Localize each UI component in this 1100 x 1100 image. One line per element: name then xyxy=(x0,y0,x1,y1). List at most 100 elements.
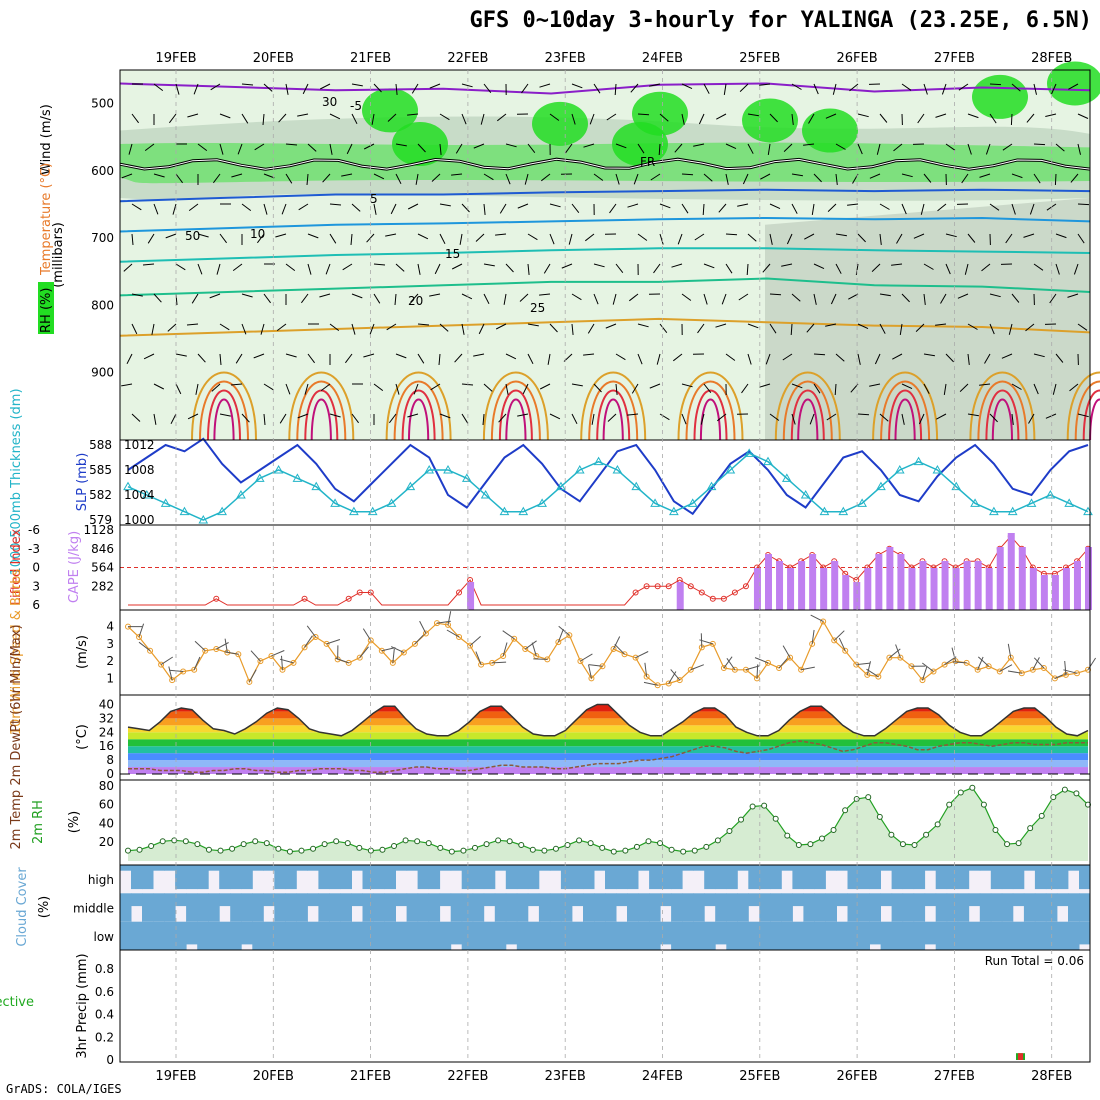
wind-barb xyxy=(210,83,221,91)
wind-barb xyxy=(172,203,177,215)
wind-barb-10m xyxy=(475,651,482,665)
thickness-marker xyxy=(932,464,943,474)
precip-convective-bar xyxy=(1018,1053,1023,1060)
wind-speed-marker xyxy=(191,666,198,673)
cloud-bar xyxy=(252,865,264,871)
rh-2m-marker xyxy=(379,846,386,853)
wind-speed-marker xyxy=(687,666,694,673)
wind-barb xyxy=(307,233,319,239)
wind-barb xyxy=(681,293,692,301)
rh-axis-label: RH (%) xyxy=(39,288,54,333)
wind-barb xyxy=(298,203,309,211)
wind-barb-10m xyxy=(699,639,713,645)
wind-barb xyxy=(739,83,749,92)
pressure-tick-label: 500 xyxy=(91,97,114,111)
isotherm-line xyxy=(119,188,1091,203)
wind-barb xyxy=(438,353,441,366)
wind-barb xyxy=(561,263,573,269)
cape-tick-label: 1128 xyxy=(83,523,114,537)
wind-barb xyxy=(319,83,331,90)
cloud-bar xyxy=(847,921,859,950)
rh-2m-marker xyxy=(240,841,247,848)
cape-bar xyxy=(798,561,806,610)
rh-2m-marker xyxy=(310,845,317,852)
cloud-bar xyxy=(197,865,209,890)
cloud-bar xyxy=(836,921,848,950)
wind-barb-10m xyxy=(531,642,537,657)
cloud-bar xyxy=(869,893,881,922)
wind-speed-marker xyxy=(356,654,363,661)
cloud-bar xyxy=(594,865,606,871)
cloud-bar xyxy=(990,865,1003,890)
cloud-bar xyxy=(131,865,143,890)
wind-barb xyxy=(879,413,889,422)
wind-barb-10m xyxy=(558,625,570,636)
cloud-bar xyxy=(616,865,628,890)
wind-barb xyxy=(769,293,782,296)
wind-barb xyxy=(587,323,595,334)
wind-barb xyxy=(1011,413,1014,425)
cape-bar xyxy=(1085,547,1092,610)
cloud-bar xyxy=(208,893,220,922)
wind-barb-10m xyxy=(281,655,283,670)
rh-2m-marker xyxy=(552,845,559,852)
thickness-marker xyxy=(499,506,510,516)
rh-2m-marker xyxy=(564,842,571,849)
wind-barb xyxy=(197,263,203,275)
wind-barb xyxy=(920,203,925,215)
cloud-bar xyxy=(660,921,672,945)
lifted-index-marker xyxy=(731,589,738,596)
rh-2m-marker xyxy=(344,840,351,847)
wind-barb-10m xyxy=(613,636,621,650)
cloud-bar xyxy=(274,893,286,922)
wind-barb xyxy=(826,413,837,421)
wind-barb xyxy=(1002,143,1013,151)
cloud-bar xyxy=(671,893,683,922)
wind-barb xyxy=(191,293,199,304)
wind-barb xyxy=(495,233,507,236)
cloud-bar xyxy=(748,893,760,907)
wind-barb xyxy=(241,413,250,423)
thickness-marker xyxy=(838,506,849,516)
slp-tick-label: 1004 xyxy=(124,488,155,502)
precip-tick-label: 0.4 xyxy=(95,1008,114,1022)
wind-barb xyxy=(369,323,375,335)
wind-speed-marker xyxy=(842,647,849,654)
wind-barb xyxy=(142,263,155,266)
precip-tick-label: 0.2 xyxy=(95,1030,114,1044)
wind-barb xyxy=(769,113,778,123)
wind-speed-marker xyxy=(246,678,253,685)
wind-barb xyxy=(656,353,661,365)
wind-barb-10m xyxy=(1007,643,1012,658)
wind-barb xyxy=(923,173,932,183)
rh-2m-marker xyxy=(807,841,814,848)
cloud-bar xyxy=(219,893,231,907)
warm-contour xyxy=(588,380,639,441)
wind-barb xyxy=(747,113,759,117)
wind-speed-marker xyxy=(411,640,418,647)
wind-speed-marker xyxy=(588,675,595,682)
wind-barb xyxy=(373,203,377,215)
wind-barb xyxy=(241,293,253,298)
cloud-bar xyxy=(638,921,650,950)
rh-cell xyxy=(532,101,588,146)
cloud-bar xyxy=(527,865,540,890)
wind-barb xyxy=(835,353,845,362)
wind-barb xyxy=(346,143,353,155)
rh-2m-marker xyxy=(425,840,432,847)
wind-barb xyxy=(767,143,771,155)
wind-barb xyxy=(483,263,495,267)
cloud-bar xyxy=(263,921,275,950)
cloud-bar xyxy=(230,921,242,950)
warm-contour xyxy=(693,389,728,441)
wind-barb-10m xyxy=(588,664,592,679)
wind-barb xyxy=(344,353,353,364)
wind-barb xyxy=(593,83,601,94)
wind-barb xyxy=(901,293,910,303)
cloud-bar xyxy=(847,893,859,922)
wind-barb xyxy=(144,143,155,152)
wind-barb xyxy=(505,173,511,185)
wind-speed-marker xyxy=(864,671,871,678)
wind-barb xyxy=(197,233,209,238)
